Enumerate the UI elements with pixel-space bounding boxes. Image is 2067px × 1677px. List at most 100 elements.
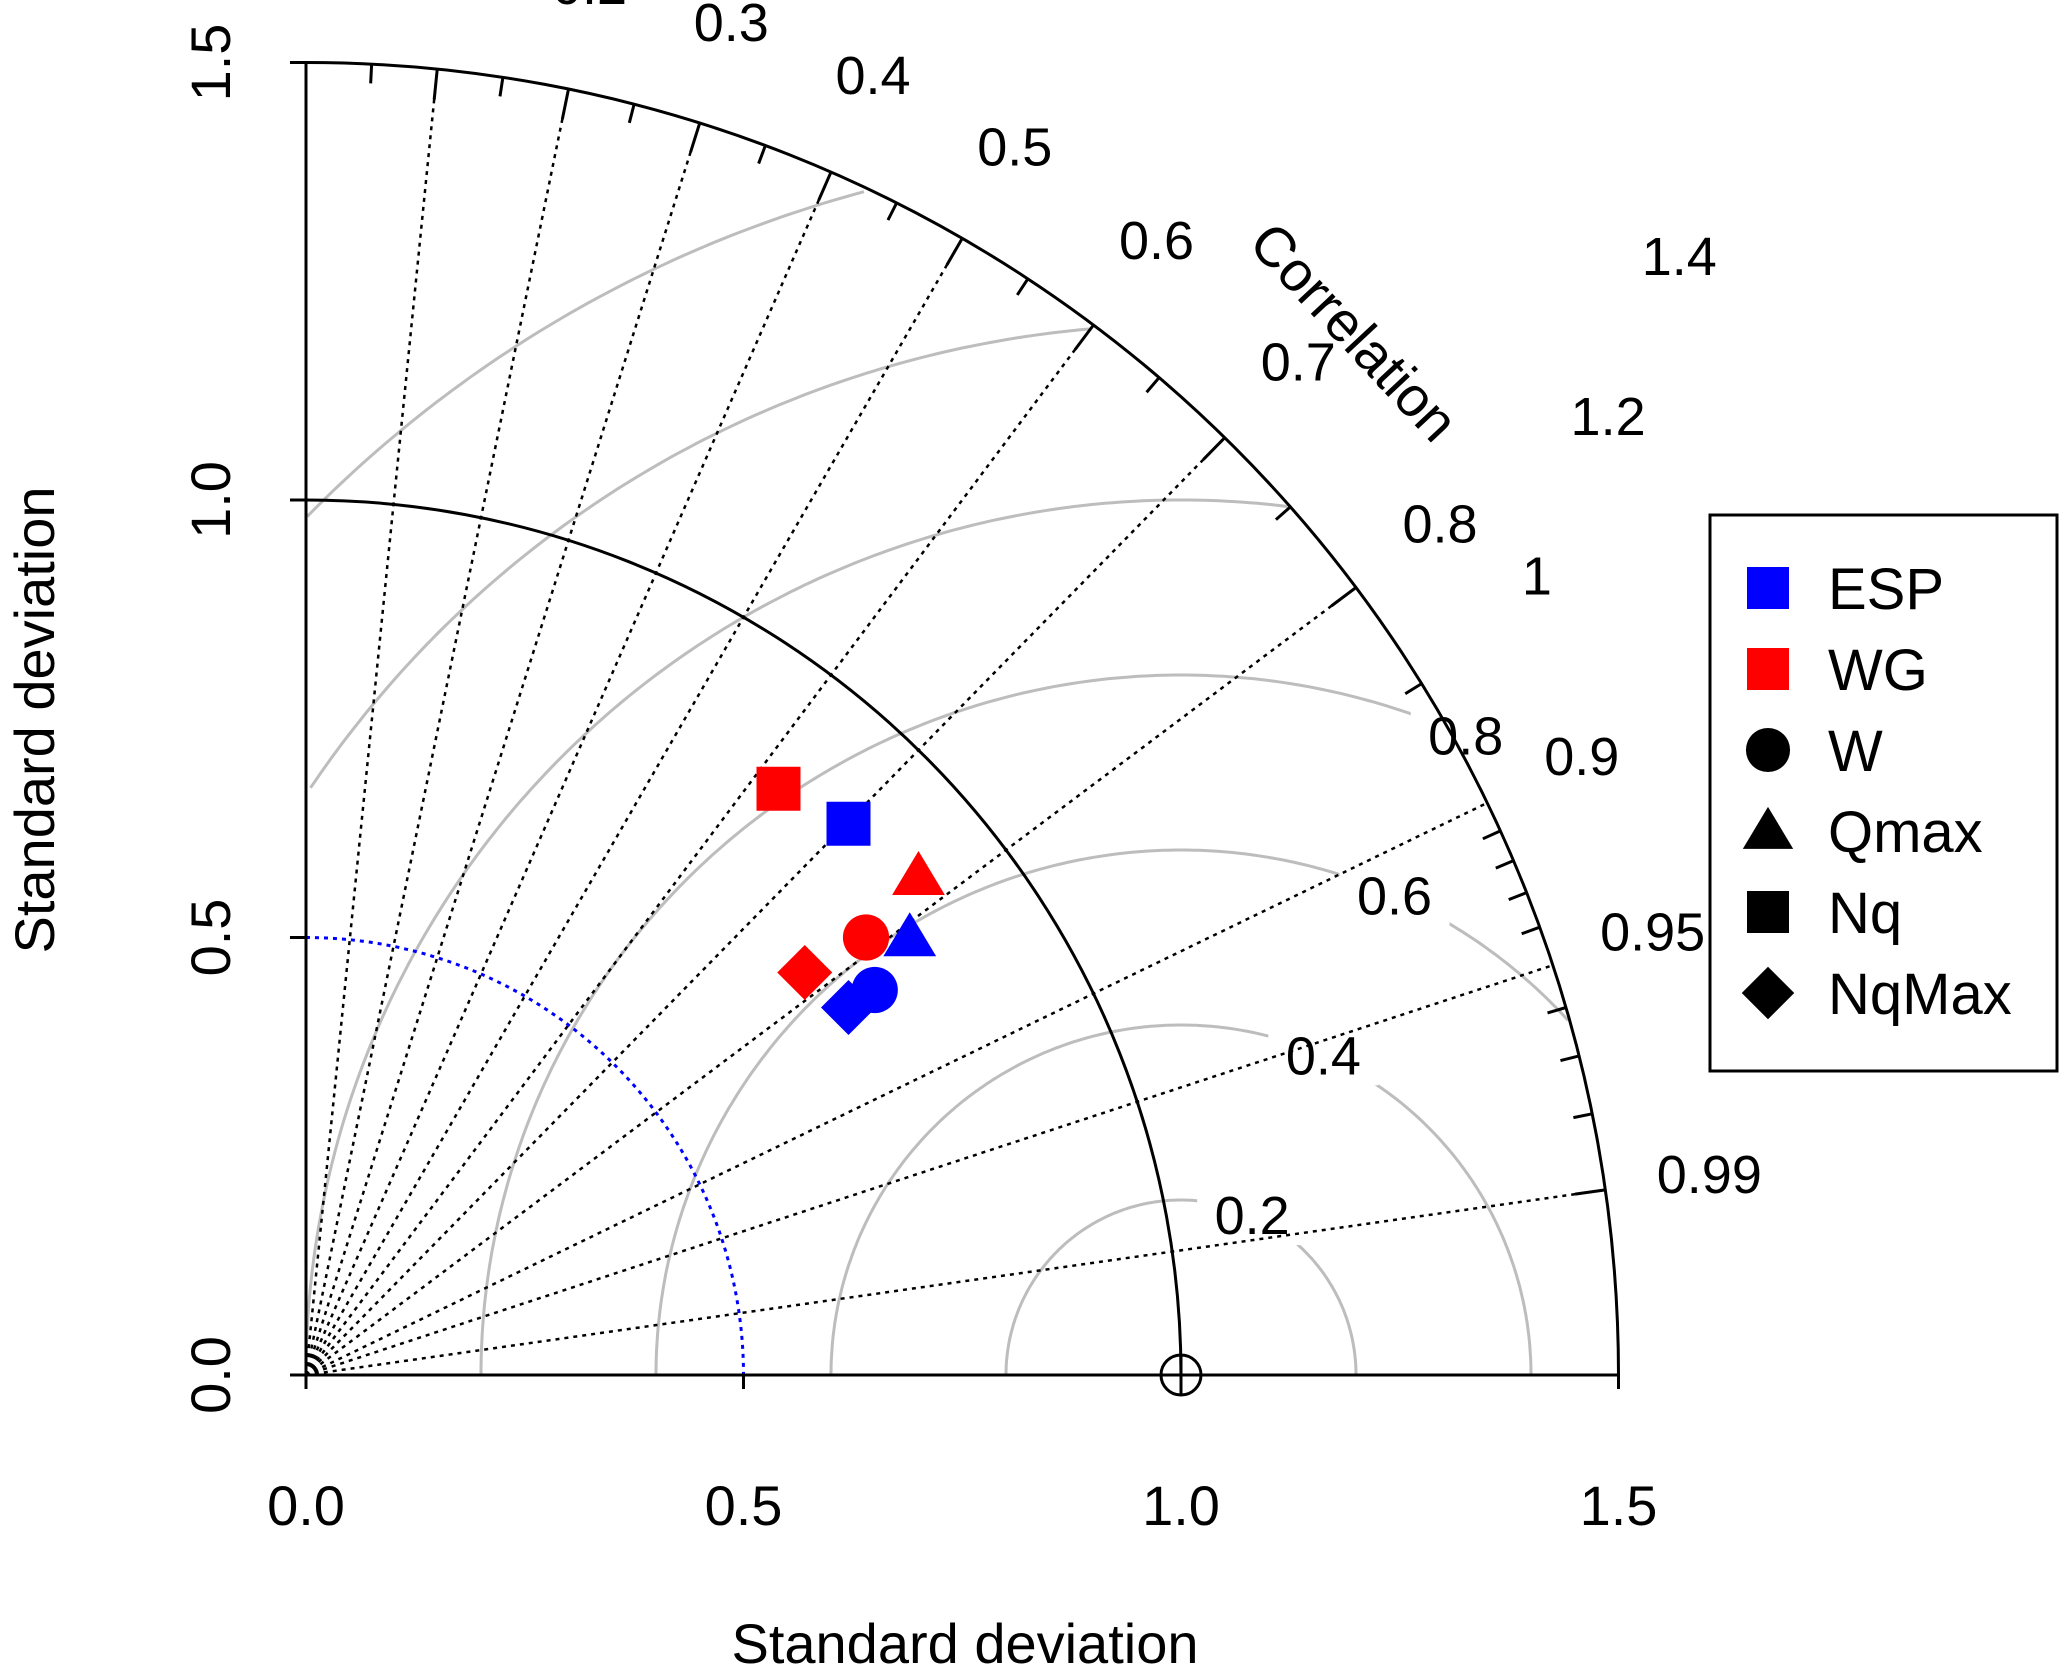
rms-label-2: 0.6 xyxy=(1357,866,1432,926)
corr-line-0 xyxy=(304,68,439,1376)
corr-label-5: 0.6 xyxy=(1119,211,1194,271)
corr-label-4: 0.5 xyxy=(977,117,1052,177)
corr-line-1 xyxy=(304,88,570,1376)
corr-tick-10 xyxy=(1016,278,1030,296)
point-wg-nqmax xyxy=(777,945,833,1000)
corr-label-10: 0.99 xyxy=(1657,1145,1762,1205)
corr-tick-24 xyxy=(1574,1188,1606,1196)
corr-tick-12 xyxy=(1145,376,1161,394)
y-tick-label-0: 0.0 xyxy=(179,1336,242,1414)
corr-tick-7 xyxy=(817,171,833,201)
corr-tick-23 xyxy=(1573,1112,1593,1120)
y-axis-title: Standard deviation xyxy=(3,486,66,953)
correlation-lines-layer: 0.10.20.30.40.50.60.70.80.90.950.99 xyxy=(304,0,1762,1377)
corr-line-9 xyxy=(305,963,1554,1377)
correlation-title: Correlation xyxy=(1238,210,1471,453)
x-tick-label-2: 1.0 xyxy=(1142,1474,1220,1537)
legend-symbol-wg xyxy=(1747,648,1789,690)
rms-contour-2 xyxy=(654,848,1570,1375)
rms-contour-5 xyxy=(309,327,1090,789)
corr-label-9: 0.95 xyxy=(1600,902,1705,962)
x-tick-label-0: 0.0 xyxy=(267,1474,345,1537)
corr-tick-20 xyxy=(1521,925,1541,936)
corr-tick-5 xyxy=(689,122,702,153)
legend-symbol-nqmax xyxy=(1741,966,1795,1020)
legend-label-w: W xyxy=(1828,719,1883,784)
corr-tick-3 xyxy=(560,88,570,120)
y-tick-label-3: 1.5 xyxy=(179,24,242,102)
corr-line-8 xyxy=(305,801,1488,1377)
point-wg-qmax xyxy=(892,850,945,895)
corr-tick-16 xyxy=(1404,682,1423,696)
rms-label-5: 1.2 xyxy=(1571,387,1646,447)
corr-line-3 xyxy=(304,171,833,1376)
legend-symbol-esp xyxy=(1747,567,1789,609)
point-wg-w xyxy=(842,914,890,961)
rms-contour-4 xyxy=(304,498,1288,1375)
corr-tick-2 xyxy=(498,77,505,97)
corr-tick-9 xyxy=(945,237,964,266)
x-axis-title: Standard deviation xyxy=(731,1612,1198,1675)
rms-contours-layer: 0.20.40.60.811.21.4 xyxy=(304,190,1735,1375)
legend-label-esp: ESP xyxy=(1828,557,1944,622)
rms-contour-1 xyxy=(829,1023,1533,1375)
corr-line-2 xyxy=(304,122,701,1376)
y-tick-label-2: 1.0 xyxy=(179,461,242,539)
corr-label-1: 0.2 xyxy=(552,0,627,16)
corr-label-7: 0.8 xyxy=(1402,495,1477,555)
corr-label-3: 0.4 xyxy=(835,46,910,106)
corr-tick-15 xyxy=(1330,586,1357,608)
x-tick-label-1: 0.5 xyxy=(705,1474,783,1537)
corr-tick-8 xyxy=(886,202,898,221)
corr-line-7 xyxy=(305,586,1357,1376)
legend-label-wg: WG xyxy=(1828,638,1928,703)
corr-tick-21 xyxy=(1547,1006,1567,1015)
sd-arc-half xyxy=(305,936,745,1376)
point-esp-nq xyxy=(826,801,871,846)
axes-layer: 0.0 0.5 1.0 1.5 0.0 0.5 1.0 1.5 xyxy=(179,24,1657,1537)
legend-label-qmax: Qmax xyxy=(1828,800,1983,865)
point-esp-nqmax xyxy=(821,980,876,1035)
rms-contour-0 xyxy=(1004,1198,1358,1375)
legend-symbol-qmax xyxy=(1742,806,1794,849)
legend-label-nqmax: NqMax xyxy=(1828,962,2012,1027)
rms-label-1: 0.4 xyxy=(1286,1026,1361,1086)
corr-tick-17 xyxy=(1482,829,1501,841)
legend-symbol-w xyxy=(1745,727,1791,773)
corr-label-8: 0.9 xyxy=(1544,727,1619,787)
x-tick-label-3: 1.5 xyxy=(1580,1474,1658,1537)
corr-line-10 xyxy=(305,1188,1606,1377)
corr-tick-13 xyxy=(1202,436,1226,461)
corr-tick-22 xyxy=(1560,1054,1580,1063)
corr-tick-0 xyxy=(369,64,374,84)
corr-tick-14 xyxy=(1274,505,1292,521)
rms-label-bg-6 xyxy=(1624,223,1735,286)
rms-label-6: 1.4 xyxy=(1642,227,1717,287)
sd-arc-reference xyxy=(305,498,1183,1376)
legend: ESP WG W Qmax Nq NqMax xyxy=(1708,513,2059,1073)
rms-label-bg-4 xyxy=(1481,543,1592,606)
legend-label-nq: Nq xyxy=(1828,881,1902,946)
y-tick-label-1: 0.5 xyxy=(179,899,242,977)
point-esp-qmax xyxy=(883,912,937,957)
rms-contour-6 xyxy=(306,190,865,518)
rms-label-4: 1 xyxy=(1522,547,1552,607)
corr-tick-1 xyxy=(432,68,439,100)
corr-line-6 xyxy=(305,436,1226,1376)
corr-tick-18 xyxy=(1495,859,1515,870)
corr-tick-11 xyxy=(1073,324,1095,351)
rms-label-bg-5 xyxy=(1553,383,1664,446)
rms-label-bg-3 xyxy=(1410,703,1521,766)
rms-label-bg-1 xyxy=(1268,1023,1379,1086)
point-wg-nq xyxy=(756,766,801,811)
corr-label-6: 0.7 xyxy=(1261,333,1336,393)
rms-label-bg-2 xyxy=(1339,863,1450,926)
corr-tick-19 xyxy=(1508,891,1528,902)
corr-tick-4 xyxy=(627,103,636,124)
corr-label-2: 0.3 xyxy=(694,0,769,53)
legend-symbol-nq xyxy=(1747,891,1789,933)
corr-line-5 xyxy=(305,324,1095,1376)
corr-tick-6 xyxy=(757,144,767,165)
data-points-layer xyxy=(756,766,945,1035)
